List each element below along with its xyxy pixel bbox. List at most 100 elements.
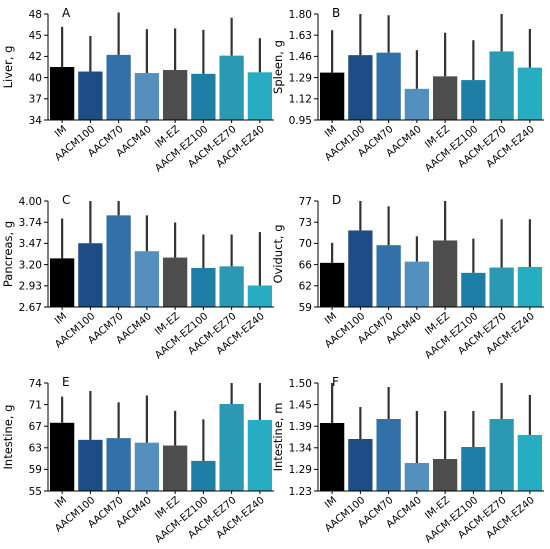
- y-axis-label: Intestine, g: [1, 405, 15, 470]
- panel-letter: F: [332, 375, 339, 389]
- bar-aacm100: [348, 439, 373, 491]
- bar-aacm40: [404, 88, 430, 120]
- bar-aacm-ez70: [489, 51, 514, 120]
- y-tick-label: 77: [299, 196, 312, 208]
- bar-aacm40: [134, 442, 160, 491]
- y-tick-label: 1.63: [289, 30, 312, 42]
- y-tick-label: 1.34: [289, 443, 313, 455]
- y-tick-label: 1.12: [289, 94, 312, 106]
- y-tick-label: 4.00: [19, 196, 42, 208]
- bar-aacm-ez70: [489, 419, 514, 491]
- panel-letter: D: [332, 193, 341, 207]
- panel-letter: A: [62, 6, 71, 20]
- bar-im: [319, 262, 345, 307]
- x-category-label: IM: [53, 124, 69, 140]
- bar-aacm40: [134, 73, 160, 120]
- y-tick-label: 0.95: [289, 115, 312, 127]
- y-tick-label: 73: [299, 217, 312, 229]
- y-axis-label: Pancreas, g: [1, 221, 15, 287]
- bar-aacm-ez40: [247, 419, 273, 491]
- bar-aacm-ez100: [191, 73, 216, 120]
- y-tick-label: 3.47: [19, 238, 42, 250]
- bar-aacm-ez70: [219, 404, 244, 491]
- y-tick-label: 59: [299, 302, 312, 314]
- bar-aacm-ez40: [517, 67, 543, 120]
- bar-aacm-ez70: [219, 55, 244, 121]
- y-axis-label: Liver, g: [1, 46, 15, 89]
- y-tick-label: 66: [299, 259, 313, 271]
- y-tick-label: 34: [29, 115, 43, 127]
- bar-aacm-ez70: [219, 266, 244, 307]
- y-tick-label: 1.45: [289, 399, 312, 411]
- y-tick-label: 2.67: [19, 302, 42, 314]
- y-tick-label: 2.93: [19, 281, 42, 293]
- y-tick-label: 42: [29, 51, 42, 63]
- y-tick-label: 1.29: [289, 464, 312, 476]
- y-tick-label: 3.74: [19, 217, 43, 229]
- bar-im-ez: [162, 70, 188, 120]
- bar-aacm100: [348, 230, 373, 307]
- y-tick-label: 1.39: [289, 421, 312, 433]
- panel-letter: C: [62, 193, 70, 207]
- bar-aacm40: [134, 251, 160, 307]
- panel-b: B0.951.121.291.461.631.80IMAACM100AACM70…: [271, 6, 544, 174]
- x-category-label: IM: [53, 495, 69, 511]
- y-tick-label: 1.80: [289, 9, 312, 21]
- bar-aacm70: [376, 419, 401, 491]
- y-tick-label: 3.20: [19, 259, 42, 271]
- bar-im-ez: [432, 76, 458, 120]
- bar-aacm70: [376, 245, 401, 307]
- bar-im: [49, 422, 75, 491]
- bar-aacm-ez40: [517, 435, 543, 491]
- y-axis-label: Oviduct, g: [271, 224, 285, 283]
- bar-aacm-ez40: [517, 266, 543, 307]
- y-tick-label: 45: [29, 30, 42, 42]
- panel-letter: B: [332, 6, 340, 20]
- y-tick-label: 1.50: [289, 378, 312, 390]
- bar-aacm100: [78, 243, 103, 307]
- bar-aacm100: [78, 439, 103, 491]
- bar-aacm-ez40: [247, 285, 273, 307]
- bar-im-ez: [432, 240, 458, 307]
- bar-im: [319, 423, 345, 491]
- y-tick-label: 63: [29, 443, 42, 455]
- panel-c: C2.672.933.203.473.744.00IMAACM100AACM70…: [1, 193, 274, 361]
- y-tick-label: 67: [29, 421, 42, 433]
- bar-aacm-ez100: [461, 447, 486, 491]
- y-tick-label: 74: [29, 378, 43, 390]
- y-tick-label: 71: [29, 399, 42, 411]
- y-tick-label: 40: [29, 72, 42, 84]
- bar-aacm100: [78, 71, 103, 120]
- bar-im: [319, 72, 345, 120]
- x-category-label: IM: [323, 495, 339, 511]
- bar-im: [49, 258, 75, 307]
- bar-aacm70: [106, 438, 131, 491]
- y-tick-label: 55: [29, 486, 42, 498]
- y-tick-label: 37: [29, 94, 42, 106]
- bar-aacm70: [106, 54, 131, 121]
- bar-aacm-ez100: [461, 272, 486, 307]
- bar-aacm100: [348, 55, 373, 121]
- bar-im-ez: [432, 459, 458, 491]
- panel-letter: E: [62, 375, 70, 389]
- bar-im-ez: [162, 445, 188, 491]
- bar-aacm-ez70: [489, 267, 514, 307]
- panel-f: F1.231.291.341.391.451.50IMAACM100AACM70…: [271, 375, 544, 545]
- y-tick-label: 1.23: [289, 486, 312, 498]
- y-axis-label: Spleen, g: [271, 40, 285, 94]
- bar-aacm-ez40: [247, 72, 273, 120]
- bar-aacm-ez100: [461, 80, 486, 120]
- bar-aacm70: [106, 215, 131, 307]
- x-category-label: IM: [53, 311, 69, 327]
- y-tick-label: 62: [299, 281, 312, 293]
- x-category-label: IM: [323, 311, 339, 327]
- bar-aacm40: [404, 463, 430, 491]
- x-category-label: IM: [323, 124, 339, 140]
- bar-aacm-ez100: [191, 460, 216, 491]
- bar-aacm40: [404, 261, 430, 307]
- bar-aacm70: [376, 52, 401, 120]
